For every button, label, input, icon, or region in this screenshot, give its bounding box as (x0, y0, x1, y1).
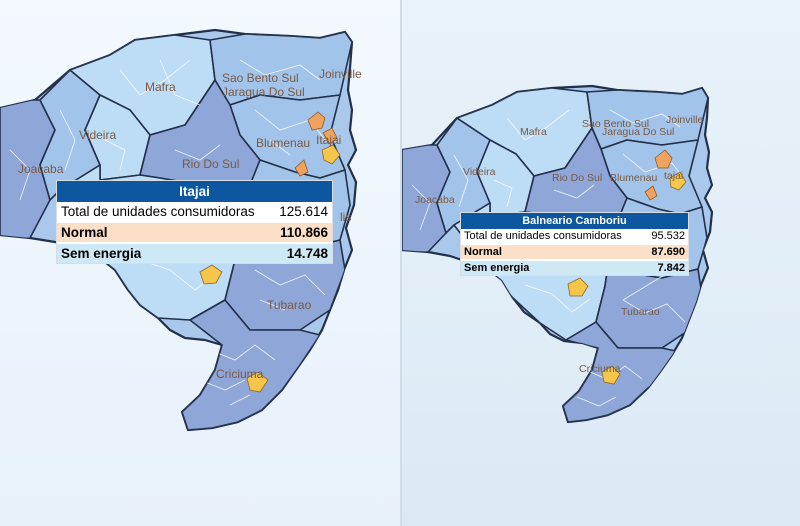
tooltip-card: Itajai Total de unidades consumidoras 12… (57, 181, 332, 263)
label-blumenau: Blumenau (256, 136, 311, 150)
label-criciuma: Criciuma (579, 363, 621, 375)
label-blumenau: Blumenau (610, 172, 658, 184)
label-joinville: Joinville (319, 67, 362, 81)
normal-row: Normal 87.690 (461, 245, 688, 259)
total-value: 125.614 (279, 204, 328, 219)
outage-area-4 (199, 264, 223, 285)
label-joacaba: Joacaba (18, 162, 64, 176)
label-videira: Videira (79, 128, 117, 142)
label-rio-do-sul: Rio Do Sul (552, 172, 603, 184)
map-panel-right: Mafra Sao Bento Sul Joinville Jaragua Do… (402, 0, 800, 526)
label-rio-do-sul: Rio Do Sul (182, 157, 240, 171)
tooltip-title: Balneario Camboriu (461, 213, 688, 229)
sem-energia-row: Sem energia 14.748 (57, 244, 332, 263)
label-itajai: Itajai (316, 133, 342, 147)
normal-label: Normal (61, 225, 108, 240)
sem-energia-row: Sem energia 7.842 (461, 261, 688, 275)
normal-label: Normal (464, 246, 502, 258)
normal-row: Normal 110.866 (57, 223, 332, 242)
normal-value: 110.866 (279, 225, 328, 240)
map-panel-left: Mafra Sao Bento Sul Joinville Jaragua Do… (0, 0, 400, 526)
panel-divider (400, 0, 402, 526)
region-criciuma (181, 299, 321, 430)
label-tubarao: Tubarao (267, 298, 312, 312)
label-mafra: Mafra (520, 126, 547, 138)
sem-energia-value: 14.748 (286, 246, 328, 261)
normal-value: 87.690 (651, 246, 685, 258)
label-itajai: tajai (664, 170, 684, 182)
tooltip-title: Itajai (57, 181, 332, 202)
label-videira: Videira (463, 166, 496, 178)
outage-area-5 (246, 371, 269, 393)
label-criciuma: Criciuma (216, 367, 264, 381)
total-row: Total de unidades consumidoras 125.614 (57, 202, 332, 221)
total-value: 95.532 (651, 230, 685, 242)
outage-area-2 (294, 159, 309, 177)
label-jaragua-do-sul: Jaragua Do Sul (602, 126, 675, 138)
total-row: Total de unidades consumidoras 95.532 (461, 229, 688, 243)
label-sao-bento-sul: Sao Bento Sul (222, 71, 299, 85)
label-jaragua-do-sul: Jaragua Do Sul (222, 85, 305, 99)
sem-energia-value: 7.842 (657, 262, 685, 274)
sem-energia-label: Sem energia (464, 262, 530, 274)
label-mafra: Mafra (145, 80, 176, 94)
santa-catarina-map (402, 84, 714, 424)
tooltip-card: Balneario Camboriu Total de unidades con… (461, 213, 688, 275)
label-joinville: Joinville (666, 114, 704, 126)
total-label: Total de unidades consumidoras (61, 204, 255, 219)
outage-area-1 (307, 111, 326, 131)
label-joacaba: Joacaba (415, 194, 455, 206)
label-tubarao: Tubarao (621, 306, 660, 318)
outage-area-itajai (322, 127, 338, 145)
total-label: Total de unidades consumidoras (464, 230, 622, 242)
outage-area-3 (321, 144, 341, 165)
sem-energia-label: Sem energia (61, 246, 142, 261)
label-florianopolis: lis (340, 210, 352, 224)
label-sao-bento-sul: Sao Bento Sul (582, 118, 650, 130)
